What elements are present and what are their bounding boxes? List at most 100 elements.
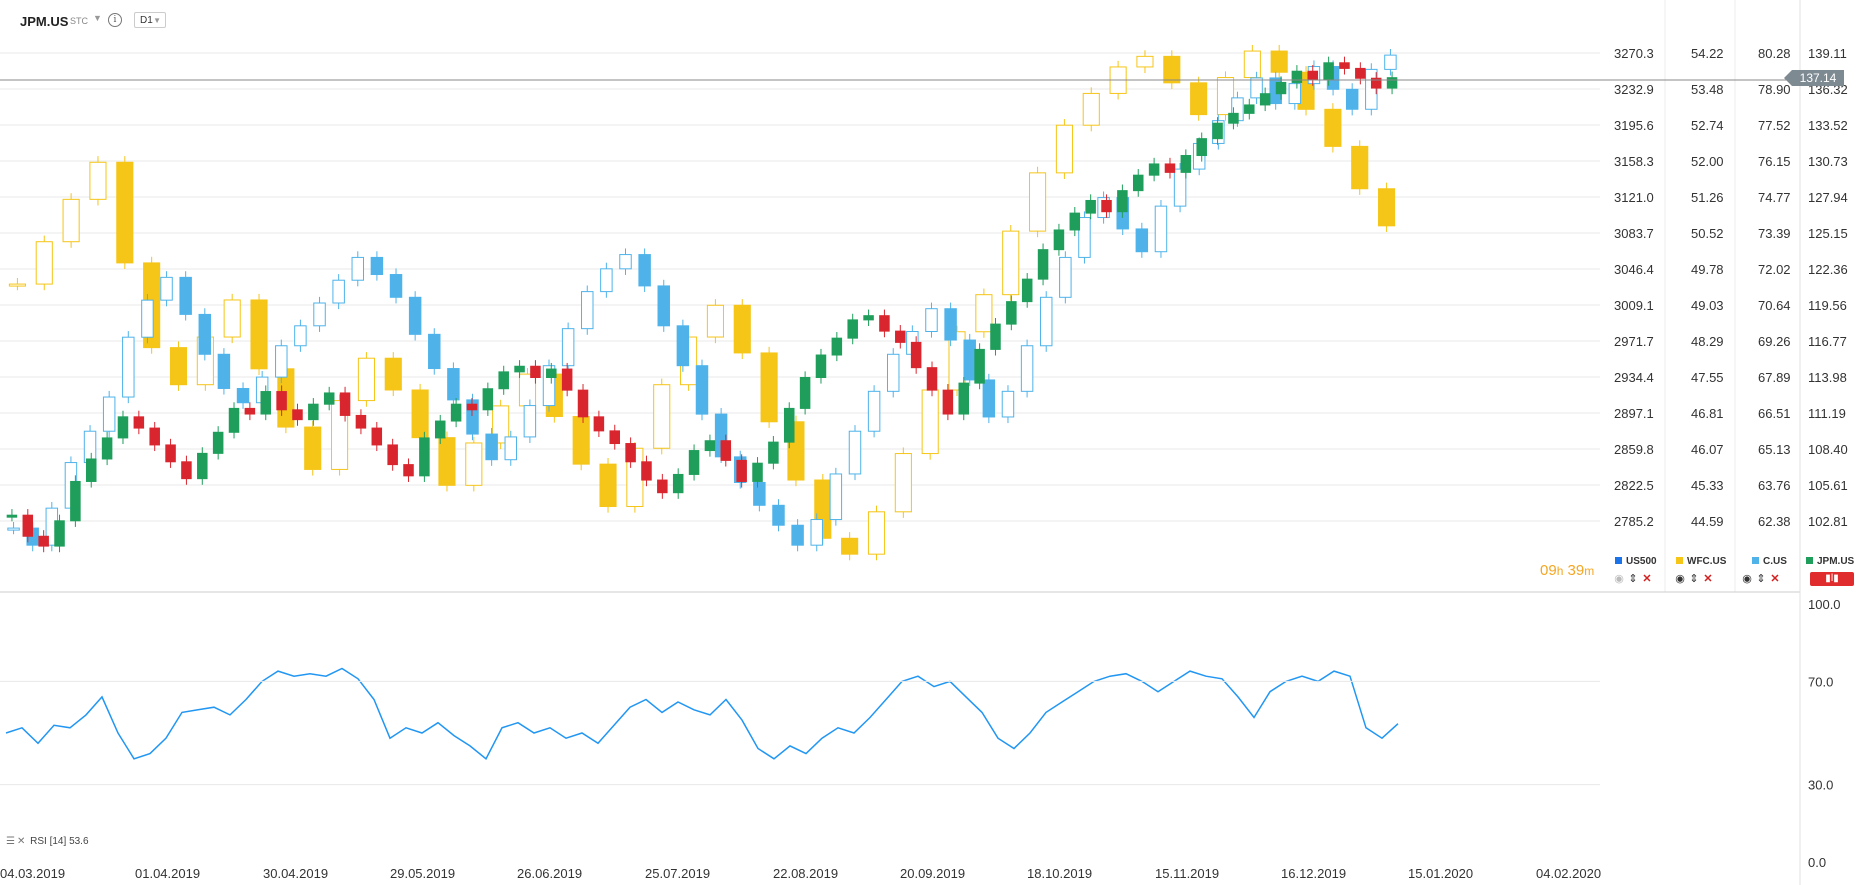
c-candle xyxy=(772,499,785,532)
wfc-candle xyxy=(62,193,80,248)
rsi-indicator-label[interactable]: ☰ ✕ RSI [14] 53.6 xyxy=(6,836,89,847)
jpm-candle xyxy=(6,509,18,522)
eye-icon[interactable]: ◉ xyxy=(1675,573,1685,585)
current-price-tag: 137.14 xyxy=(1784,70,1844,86)
c-candle xyxy=(313,296,326,332)
wfc-candle xyxy=(492,399,510,450)
jpm-candle xyxy=(879,309,890,338)
jpm-candle xyxy=(260,385,272,421)
chart-type-label[interactable]: STC xyxy=(70,16,88,26)
jpm-candle xyxy=(1355,62,1366,85)
date-tick: 30.04.2019 xyxy=(263,866,328,881)
wfc-candle xyxy=(1351,140,1369,195)
close-icon[interactable]: ✕ xyxy=(1770,573,1780,585)
candlestick-style-icon[interactable]: ▮ǀ▮ xyxy=(1810,572,1854,586)
c-candle xyxy=(523,399,537,444)
wfc-candle xyxy=(1324,103,1342,153)
c-candle xyxy=(466,393,479,441)
info-icon[interactable]: i xyxy=(108,13,122,27)
reorder-icon[interactable]: ⇕ xyxy=(1628,573,1638,585)
chart-type-dropdown-icon[interactable]: ▼ xyxy=(93,13,102,23)
interval-select[interactable]: D1 ▼ xyxy=(134,12,166,28)
legend-item-c[interactable]: C.US xyxy=(1752,556,1787,567)
price-tick-wfc: 45.33 xyxy=(1691,478,1724,493)
c-candle xyxy=(1001,385,1015,424)
price-tick-us500: 3158.3 xyxy=(1614,154,1654,169)
jpm-candle xyxy=(942,384,954,421)
date-tick: 04.03.2019 xyxy=(0,866,65,881)
jpm-candle xyxy=(244,402,256,421)
settings-icon[interactable]: ☰ xyxy=(6,836,15,847)
jpm-candle xyxy=(768,436,779,470)
date-tick: 04.02.2020 xyxy=(1536,866,1601,881)
jpm-candle xyxy=(1196,132,1207,162)
price-tick-jpm: 111.19 xyxy=(1808,406,1846,421)
legend-item-jpm[interactable]: JPM.US xyxy=(1806,556,1854,567)
jpm-candle xyxy=(1085,194,1096,220)
price-tick-jpm: 130.73 xyxy=(1808,154,1848,169)
jpm-candle xyxy=(197,447,208,485)
jpm-candle xyxy=(22,509,34,543)
jpm-candle xyxy=(339,386,351,422)
jpm-candle xyxy=(974,343,985,390)
jpm-candle xyxy=(1370,72,1382,95)
rsi-name: RSI [14] xyxy=(30,836,67,847)
jpm-candle xyxy=(895,325,906,349)
jpm-candle xyxy=(704,434,716,457)
close-icon[interactable]: ✕ xyxy=(1703,573,1713,585)
us500-controls: ◉ ⇕ ✕ xyxy=(1612,572,1654,586)
c-candle xyxy=(428,328,441,375)
c-candle xyxy=(198,308,212,361)
jpm-candle xyxy=(926,361,938,397)
eye-icon[interactable]: ◉ xyxy=(1614,573,1624,585)
c-candle xyxy=(1020,339,1034,398)
price-tick-c: 73.39 xyxy=(1758,226,1791,241)
c-candle xyxy=(561,322,575,372)
jpm-candle xyxy=(736,454,747,488)
price-tick-c: 66.51 xyxy=(1758,406,1791,421)
candle-countdown: 09h 39m xyxy=(1540,562,1594,579)
jpm-candle xyxy=(308,398,319,426)
wfc-candle xyxy=(250,293,268,375)
jpm-candle xyxy=(482,382,494,416)
close-icon[interactable]: ✕ xyxy=(1642,573,1652,585)
jpm-candle xyxy=(212,426,224,460)
jpm-candle xyxy=(355,409,367,435)
legend-item-us500[interactable]: US500 xyxy=(1615,556,1657,567)
eye-icon[interactable]: ◉ xyxy=(1742,573,1752,585)
jpm-candle xyxy=(70,475,81,527)
wfc-candle xyxy=(35,235,53,291)
jpm-candle xyxy=(387,438,398,471)
countdown-minutes-unit: m xyxy=(1584,564,1595,578)
c-candle xyxy=(829,467,843,526)
countdown-minutes: 39 xyxy=(1567,562,1585,579)
wfc-candle xyxy=(357,352,375,407)
symbol-label[interactable]: JPM.US xyxy=(20,14,69,29)
wfc-swatch xyxy=(1676,557,1683,564)
c-candle xyxy=(791,519,804,552)
legend-item-wfc[interactable]: WFC.US xyxy=(1676,556,1726,567)
price-tick-us500: 3195.6 xyxy=(1614,118,1654,133)
close-icon[interactable]: ✕ xyxy=(16,836,26,847)
wfc-candle xyxy=(169,341,188,391)
jpm-candle xyxy=(466,398,478,416)
jpm-candle xyxy=(641,455,652,487)
c-candle xyxy=(1173,162,1187,213)
c-candle xyxy=(944,302,957,347)
price-tick-jpm: 133.52 xyxy=(1808,118,1848,133)
price-tick-us500: 3009.1 xyxy=(1614,298,1654,313)
reorder-icon[interactable]: ⇕ xyxy=(1756,573,1766,585)
jpm-candle xyxy=(910,336,922,374)
jpm-candle xyxy=(815,348,827,384)
wfc-candle xyxy=(1163,50,1181,89)
jpm-candle xyxy=(688,444,700,481)
price-tick-jpm: 125.15 xyxy=(1808,226,1848,241)
price-tick-wfc: 54.22 xyxy=(1691,46,1724,61)
wfc-candle xyxy=(599,458,617,513)
jpm-candle xyxy=(149,421,160,452)
reorder-icon[interactable]: ⇕ xyxy=(1689,573,1699,585)
price-tick-us500: 3232.9 xyxy=(1614,82,1654,97)
date-tick: 15.11.2019 xyxy=(1155,866,1219,881)
jpm-candle xyxy=(434,414,446,445)
